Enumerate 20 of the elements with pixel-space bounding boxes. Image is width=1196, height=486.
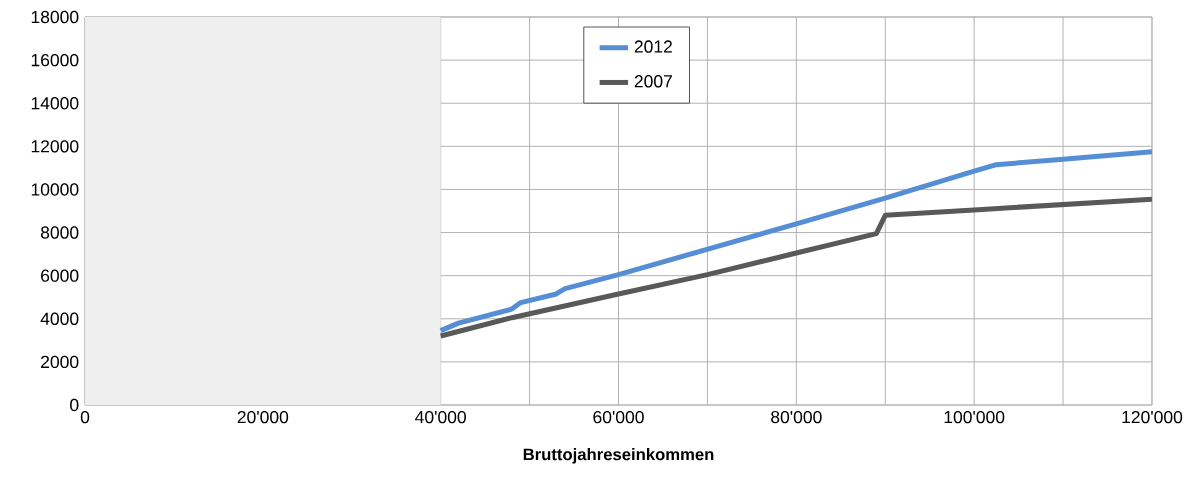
y-tick-label: 18000 <box>31 10 79 24</box>
y-tick-label: 4000 <box>40 312 79 325</box>
y-tick-label: 2000 <box>41 355 79 369</box>
y-tick-label: 6000 <box>41 269 79 282</box>
x-tick-label: 100'000 <box>944 410 1005 424</box>
y-tick-label: 10000 <box>31 183 79 196</box>
x-tick-label: 80'000 <box>771 410 822 424</box>
x-tick-label: 60'000 <box>593 410 644 424</box>
x-tick-label: 120'000 <box>1122 410 1183 424</box>
y-tick-label: 12000 <box>31 140 79 153</box>
y-tick-label: 8000 <box>40 226 79 239</box>
y-tick-label: 14000 <box>31 97 79 110</box>
x-tick-label: 0 <box>80 410 90 424</box>
legend-label: 2007 <box>634 75 672 88</box>
y-tick-label: 16000 <box>31 53 79 67</box>
x-axis-title: Bruttojahreseinkommen <box>523 448 714 464</box>
legend-label: 2012 <box>634 40 672 53</box>
x-tick-label: 20'000 <box>237 410 289 424</box>
y-tick-label: 0 <box>70 398 79 412</box>
x-tick-label: 40'000 <box>415 410 466 424</box>
